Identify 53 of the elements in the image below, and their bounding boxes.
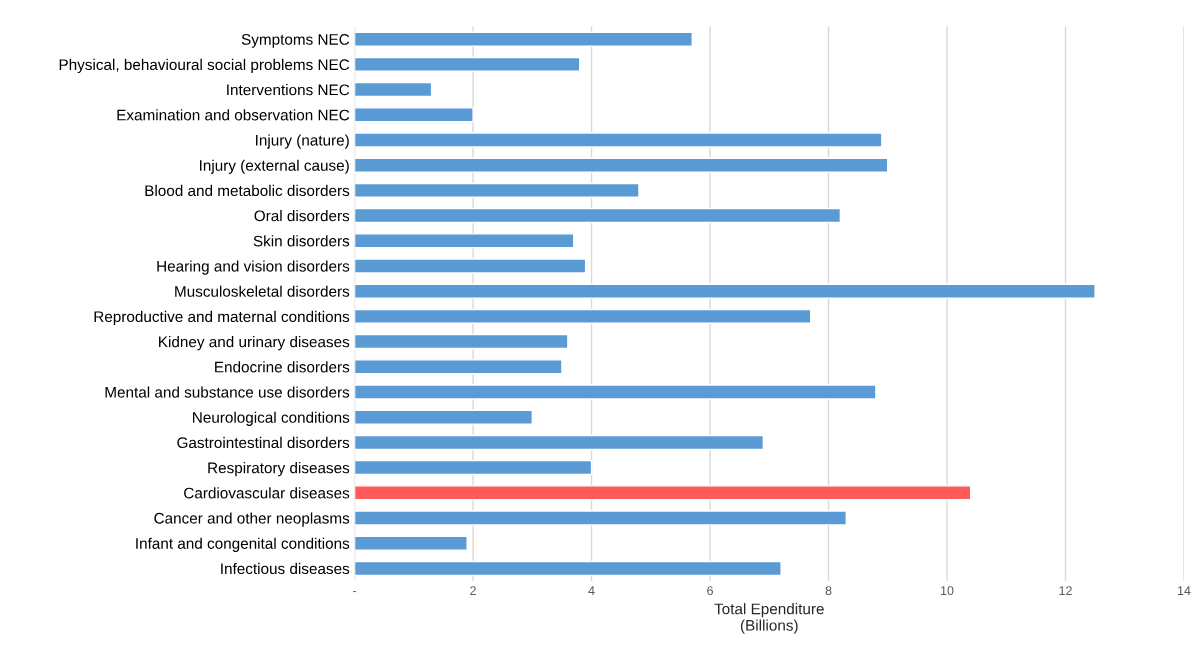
bar — [354, 333, 569, 350]
x-axis-title: Total Ependiture (Billions) — [714, 603, 824, 634]
y-tick-label: Oral disorders — [254, 210, 350, 222]
bar — [354, 107, 474, 123]
bar — [354, 485, 972, 501]
y-tick-label: Interventions NEC — [227, 84, 350, 96]
y-tick-label: Hearing and vision disorders — [157, 260, 350, 275]
x-tick-label: 8 — [825, 586, 832, 596]
y-tick-label: Injury (external cause) — [200, 159, 349, 174]
y-tick-label: Infant and congenital conditions — [136, 537, 350, 552]
bar — [354, 434, 765, 451]
y-tick-label: Skin disorders — [253, 235, 350, 247]
x-tick-label: 6 — [707, 586, 713, 596]
x-tick-label: 12 — [1059, 586, 1072, 595]
bar — [354, 283, 1096, 299]
y-tick-label: Gastrointestinal disorders — [177, 436, 350, 449]
y-tick-label: Examination and observation NEC — [117, 109, 350, 121]
bar — [354, 409, 534, 425]
bar — [354, 81, 433, 98]
x-tick-label: 14 — [1177, 586, 1191, 595]
bar — [354, 384, 877, 400]
bar — [354, 308, 812, 325]
y-tick-label: Musculoskeletal disorders — [175, 285, 350, 297]
x-tick-label: 2 — [470, 586, 476, 595]
bar — [354, 560, 782, 577]
y-tick-label: Symptoms NEC — [241, 34, 350, 48]
x-tick-label: 10 — [941, 586, 954, 596]
y-tick-label: Infectious diseases — [221, 562, 350, 575]
bar — [354, 535, 468, 551]
y-tick-label: Injury (nature) — [256, 134, 349, 149]
bar — [354, 258, 587, 274]
bar — [354, 157, 889, 173]
bar — [354, 56, 581, 72]
bar — [354, 359, 563, 375]
bar — [354, 233, 575, 249]
y-tick-label: Kidney and urinary diseases — [159, 336, 350, 351]
bar — [354, 510, 847, 526]
y-tick-label: Mental and substance use disorders — [105, 386, 350, 398]
y-tick-label: Respiratory diseases — [208, 462, 350, 477]
y-tick-label: Neurological conditions — [193, 411, 350, 426]
bar — [354, 459, 593, 476]
bar — [354, 132, 883, 148]
bar — [354, 182, 640, 198]
bar — [354, 31, 693, 47]
y-tick-label: Cancer and other neoplasms — [154, 512, 350, 527]
x-tick-label: 4 — [588, 586, 595, 595]
x-tick-label: - — [353, 591, 357, 593]
y-tick-label: Cardiovascular diseases — [184, 487, 350, 499]
y-tick-label: Physical, behavioural social problems NEC — [59, 58, 350, 74]
y-tick-label: Endocrine disorders — [215, 361, 350, 373]
y-tick-label: Blood and metabolic disorders — [145, 184, 350, 197]
y-tick-label: Reproductive and maternal conditions — [94, 310, 350, 326]
bar — [354, 207, 842, 224]
